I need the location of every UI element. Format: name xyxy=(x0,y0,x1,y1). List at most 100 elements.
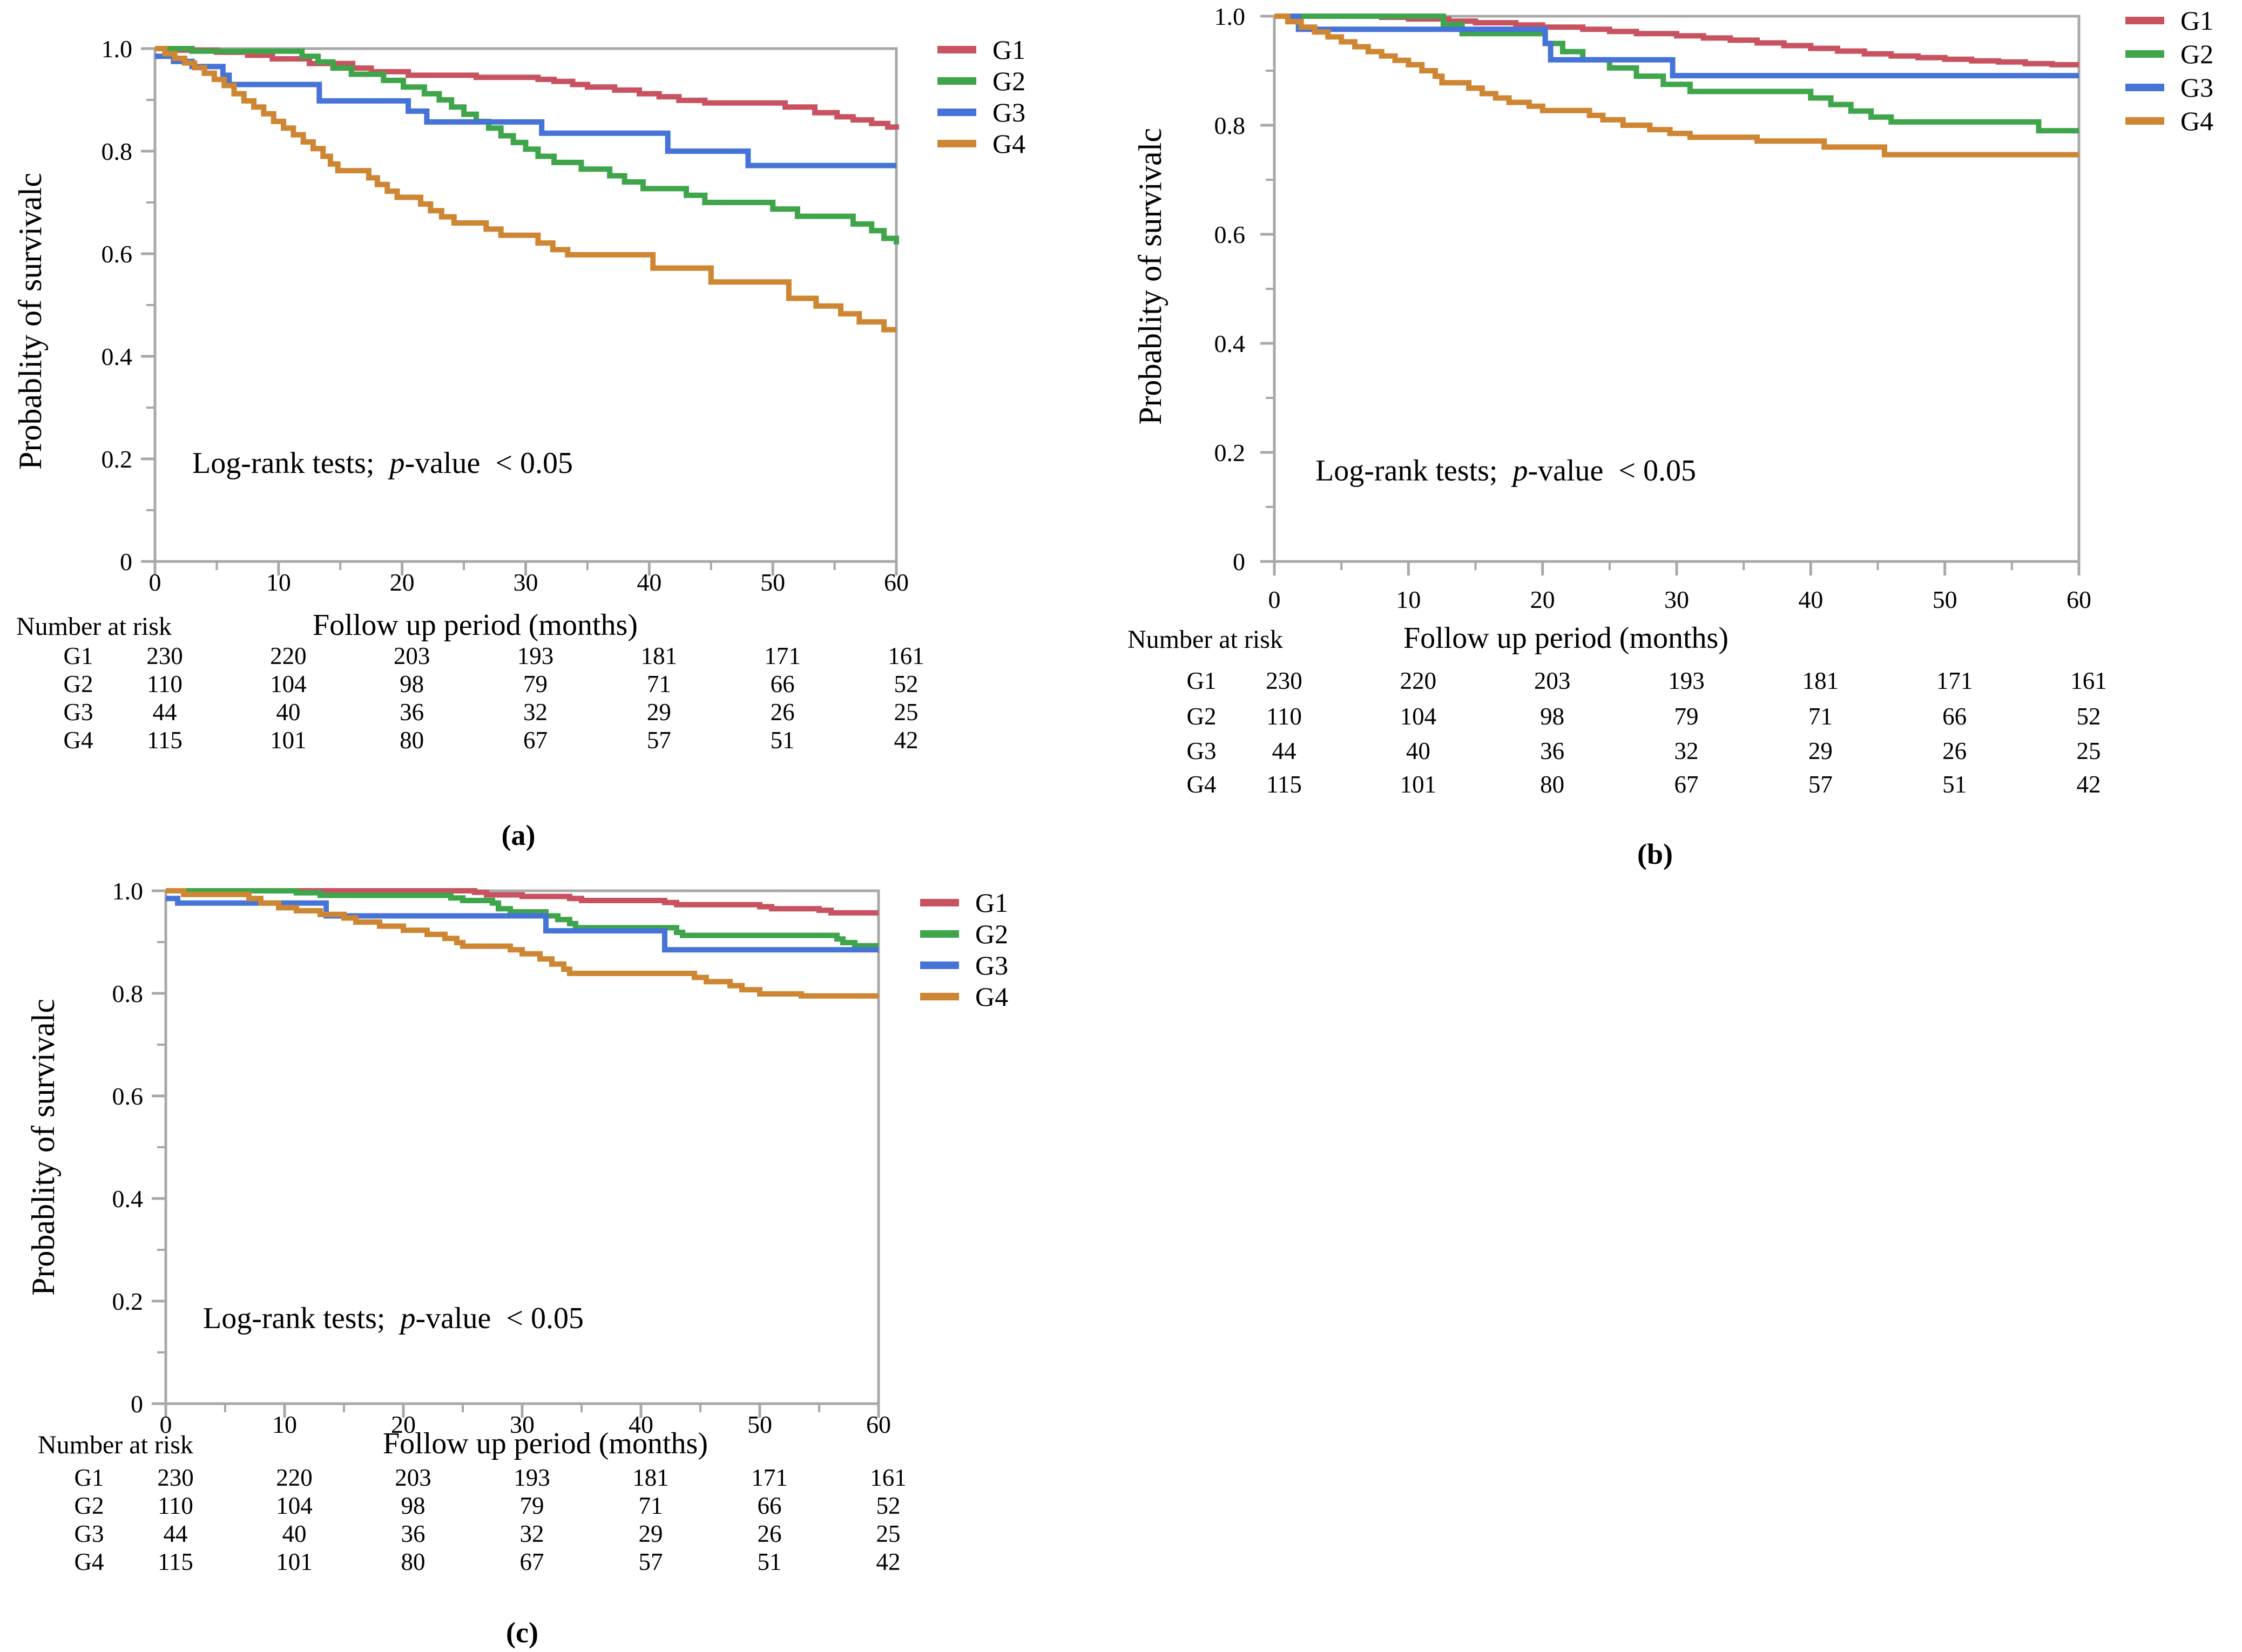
risk-value: 161 xyxy=(870,1464,907,1491)
legend-label: G2 xyxy=(2180,39,2213,69)
annotation-p: p xyxy=(1510,454,1528,488)
risk-table-row-g4: G4 115 101 80 67 57 51 42 xyxy=(75,1548,901,1575)
legend-label: G1 xyxy=(992,35,1025,65)
legend-swatch-g1 xyxy=(2125,17,2164,24)
risk-value: 115 xyxy=(1266,771,1302,798)
risk-value: 29 xyxy=(647,699,671,726)
y-axis-tick-label: 0.2 xyxy=(1214,439,1246,466)
risk-table-row-g3: G3 44 40 36 32 29 26 25 xyxy=(75,1520,901,1547)
risk-table-row-g4: G4 115 101 80 67 57 51 42 xyxy=(1187,771,2101,798)
risk-value: 193 xyxy=(1668,667,1705,694)
y-axis-tick-label: 0 xyxy=(1233,548,1245,576)
y-axis-title: Probablity of survivalc xyxy=(1132,128,1168,425)
x-axis-tick-label: 40 xyxy=(1798,586,1823,613)
risk-value: 79 xyxy=(520,1492,544,1519)
risk-value: 115 xyxy=(158,1548,193,1575)
legend-item-g3: G3 xyxy=(937,97,1025,127)
risk-value: 79 xyxy=(523,671,548,698)
risk-value: 101 xyxy=(276,1548,313,1575)
risk-row-label: G4 xyxy=(64,727,93,754)
risk-value: 52 xyxy=(894,671,919,698)
y-axis-tick-label: 0 xyxy=(131,1390,143,1418)
legend-swatch-g1 xyxy=(920,899,959,906)
legend-label: G4 xyxy=(992,128,1025,159)
risk-table-row-g4: G4 115 101 80 67 57 51 42 xyxy=(64,727,919,754)
risk-table-row-g2: G2 110 104 98 79 71 66 52 xyxy=(75,1492,901,1519)
x-axis-tick-label: 20 xyxy=(1530,586,1555,613)
risk-value: 171 xyxy=(1936,667,1973,694)
x-axis-tick-label: 50 xyxy=(760,568,785,596)
risk-value: 101 xyxy=(270,727,307,754)
annotation-prefix: Log-rank tests; xyxy=(1315,454,1512,488)
x-axis-title: Follow up period (months) xyxy=(383,1427,708,1460)
risk-value: 44 xyxy=(1272,737,1296,764)
risk-value: 203 xyxy=(395,1464,431,1491)
risk-value: 193 xyxy=(517,642,554,669)
legend-swatch-g4 xyxy=(2125,117,2164,125)
risk-value: 220 xyxy=(276,1464,313,1491)
risk-value: 104 xyxy=(1400,703,1437,730)
y-axis-title: Probablity of survivalc xyxy=(25,999,61,1296)
legend-label: G2 xyxy=(975,919,1008,949)
y-axis-tick-label: 0 xyxy=(120,548,132,576)
y-axis-tick-label: 0.2 xyxy=(112,1288,144,1315)
risk-value: 40 xyxy=(282,1520,307,1547)
risk-value: 104 xyxy=(270,671,307,698)
x-axis-tick-label: 10 xyxy=(272,1411,297,1438)
risk-value: 230 xyxy=(146,642,183,669)
number-at-risk-title: Number at risk xyxy=(16,612,172,641)
risk-table-row-g1: G1 230 220 203 193 181 171 161 xyxy=(1187,667,2107,694)
y-axis-tick-label: 0.2 xyxy=(102,445,133,473)
risk-value: 110 xyxy=(1266,703,1302,730)
survival-curve-g3-panel-b xyxy=(1274,13,2079,79)
survival-curve-g4-panel-b xyxy=(1274,13,2079,158)
legend-swatch-g2 xyxy=(937,77,976,85)
risk-value: 44 xyxy=(153,699,177,726)
legend-swatch-g3 xyxy=(920,962,959,969)
y-axis-tick-label: 0.6 xyxy=(112,1082,144,1110)
legend-swatch-g4 xyxy=(937,140,976,147)
survival-curve-g3-panel-c xyxy=(166,896,879,953)
risk-value: 161 xyxy=(888,642,924,669)
survival-curve-g2-panel-a xyxy=(155,46,899,245)
legend-label: G4 xyxy=(975,981,1008,1012)
risk-value: 36 xyxy=(401,1520,426,1547)
y-axis-tick-label: 0.4 xyxy=(102,343,133,370)
risk-value: 98 xyxy=(1540,703,1564,730)
risk-value: 57 xyxy=(639,1548,663,1575)
legend-swatch-g2 xyxy=(2125,50,2164,58)
risk-value: 52 xyxy=(876,1492,901,1519)
risk-value: 29 xyxy=(1808,737,1833,764)
panel-c: 0 10 20 30 40 50 60 1.0 0.8 0.6 0.4 0.2 0 Follow up p… xyxy=(25,877,1008,1649)
annotation-p: p xyxy=(398,1302,415,1335)
risk-value: 44 xyxy=(164,1520,188,1547)
risk-value: 220 xyxy=(270,642,307,669)
risk-row-label: G2 xyxy=(75,1492,104,1519)
legend-swatch-g1 xyxy=(937,46,976,53)
risk-value: 36 xyxy=(400,699,424,726)
y-axis-tick-label: 1.0 xyxy=(1214,3,1246,30)
risk-value: 71 xyxy=(639,1492,663,1519)
risk-value: 25 xyxy=(876,1520,901,1547)
panel-letter: (b) xyxy=(1637,838,1673,870)
risk-value: 66 xyxy=(771,671,795,698)
risk-value: 40 xyxy=(276,699,300,726)
risk-value: 67 xyxy=(520,1548,544,1575)
risk-value: 32 xyxy=(523,699,548,726)
x-axis-tick-label: 30 xyxy=(1664,586,1689,613)
risk-value: 36 xyxy=(1540,737,1564,764)
risk-table-row-g2: G2 110 104 98 79 71 66 52 xyxy=(64,671,919,698)
risk-value: 80 xyxy=(400,727,424,754)
risk-value: 181 xyxy=(1802,667,1839,694)
risk-row-label: G3 xyxy=(64,699,93,726)
y-axis-tick-label: 0.6 xyxy=(102,240,133,268)
survival-curve-g1-panel-a xyxy=(155,46,899,130)
x-axis-tick-label: 0 xyxy=(160,1411,172,1438)
x-axis-tick-label: 60 xyxy=(2067,586,2091,613)
x-axis-title: Follow up period (months) xyxy=(1403,621,1728,655)
legend-item-g3: G3 xyxy=(920,950,1008,980)
annotation-suffix: -value < 0.05 xyxy=(415,1302,584,1335)
y-axis-tick-label: 1.0 xyxy=(102,35,133,63)
x-axis-tick-label: 50 xyxy=(747,1411,772,1438)
x-axis-tick-label: 30 xyxy=(510,1411,535,1438)
